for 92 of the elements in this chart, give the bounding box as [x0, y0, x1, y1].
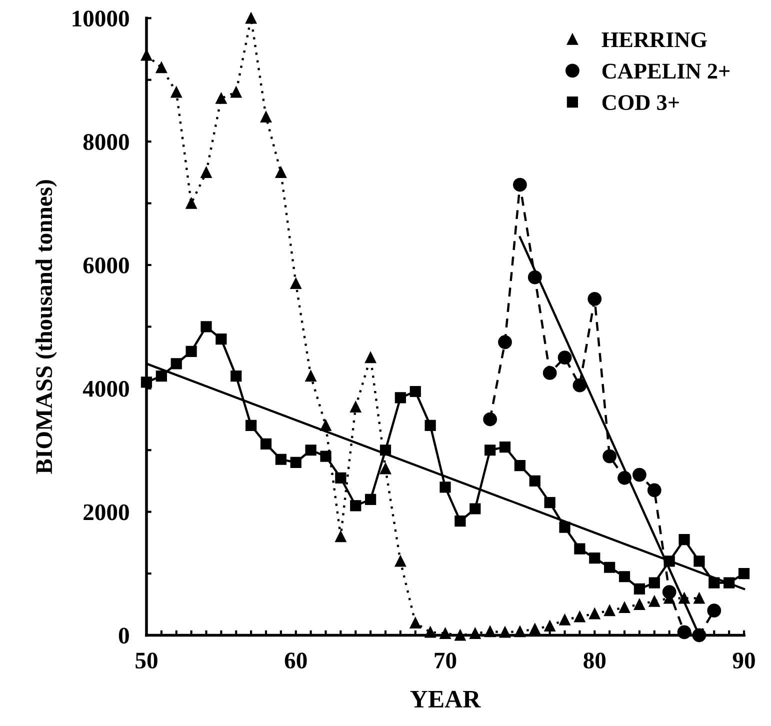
- point: [470, 503, 481, 514]
- point: [484, 444, 496, 456]
- y-tick-label: 10000: [72, 10, 129, 27]
- y-tick-label: 0: [118, 628, 129, 644]
- point: [394, 556, 406, 567]
- point: [365, 494, 376, 506]
- legend-label: COD 3+: [602, 95, 679, 110]
- point: [707, 604, 722, 618]
- legend-label: HERRING: [602, 32, 707, 48]
- point: [589, 552, 600, 564]
- y-tick-label: 6000: [83, 257, 129, 274]
- point: [498, 335, 512, 350]
- point: [260, 111, 272, 122]
- point: [604, 562, 616, 573]
- point: [558, 350, 572, 364]
- point: [588, 292, 602, 306]
- point: [290, 456, 302, 468]
- x-axis-title: YEAR: [410, 690, 481, 708]
- point: [499, 441, 511, 453]
- point: [559, 614, 570, 626]
- point: [305, 370, 316, 382]
- point: [647, 483, 662, 498]
- point: [634, 598, 646, 610]
- point: [648, 596, 660, 607]
- point: [230, 86, 242, 98]
- point: [618, 571, 630, 582]
- point: [156, 62, 167, 74]
- point: [186, 346, 197, 357]
- point: [483, 412, 498, 426]
- point: [589, 608, 600, 620]
- point: [738, 568, 750, 580]
- x-tick-label: 50: [136, 652, 158, 669]
- point: [662, 585, 676, 599]
- point: [632, 468, 646, 482]
- y-axis-title: BIOMASS (thousand tonnes): [35, 180, 57, 474]
- point: [200, 166, 212, 178]
- point: [708, 577, 720, 588]
- point: [604, 605, 616, 616]
- point: [200, 321, 212, 332]
- point: [572, 378, 587, 392]
- point: [186, 198, 197, 209]
- point: [542, 366, 557, 380]
- y-tick-label: 8000: [83, 134, 129, 150]
- point: [694, 592, 705, 604]
- point: [246, 420, 257, 431]
- point: [350, 401, 362, 412]
- point: [275, 166, 286, 178]
- point: [602, 449, 617, 464]
- point: [514, 460, 526, 472]
- x-tick-label: 70: [434, 652, 456, 669]
- point: [529, 624, 540, 635]
- point: [335, 530, 346, 542]
- point: [335, 472, 346, 484]
- y-tick-label: 2000: [84, 504, 129, 520]
- point: [648, 577, 660, 588]
- point: [246, 12, 257, 24]
- point: [529, 475, 540, 487]
- point: [440, 482, 451, 493]
- point: [305, 444, 316, 456]
- point: [618, 602, 630, 614]
- point: [410, 386, 421, 398]
- point: [394, 392, 406, 404]
- point: [170, 358, 182, 370]
- point: [350, 500, 362, 512]
- point: [544, 497, 556, 508]
- point: [574, 611, 586, 622]
- x-tick-label: 90: [732, 652, 755, 669]
- point: [230, 370, 242, 382]
- point: [574, 543, 586, 554]
- point: [380, 463, 392, 474]
- point: [544, 620, 556, 632]
- point: [634, 583, 646, 595]
- point: [410, 617, 421, 628]
- point: [260, 438, 272, 450]
- point: [454, 516, 466, 527]
- y-tick-label: 4000: [82, 380, 129, 397]
- legend-label: CAPELIN 2+: [602, 64, 730, 79]
- point: [320, 450, 332, 462]
- point: [365, 352, 376, 364]
- point: [559, 522, 570, 533]
- point: [156, 370, 167, 382]
- point: [275, 454, 286, 465]
- point: [216, 333, 227, 345]
- point: [513, 178, 527, 192]
- point: [694, 556, 705, 567]
- x-tick-label: 80: [584, 652, 606, 669]
- point: [290, 278, 302, 290]
- point: [424, 420, 436, 431]
- point: [216, 92, 227, 104]
- point: [678, 534, 690, 546]
- x-tick-label: 60: [284, 652, 307, 669]
- point: [170, 86, 182, 98]
